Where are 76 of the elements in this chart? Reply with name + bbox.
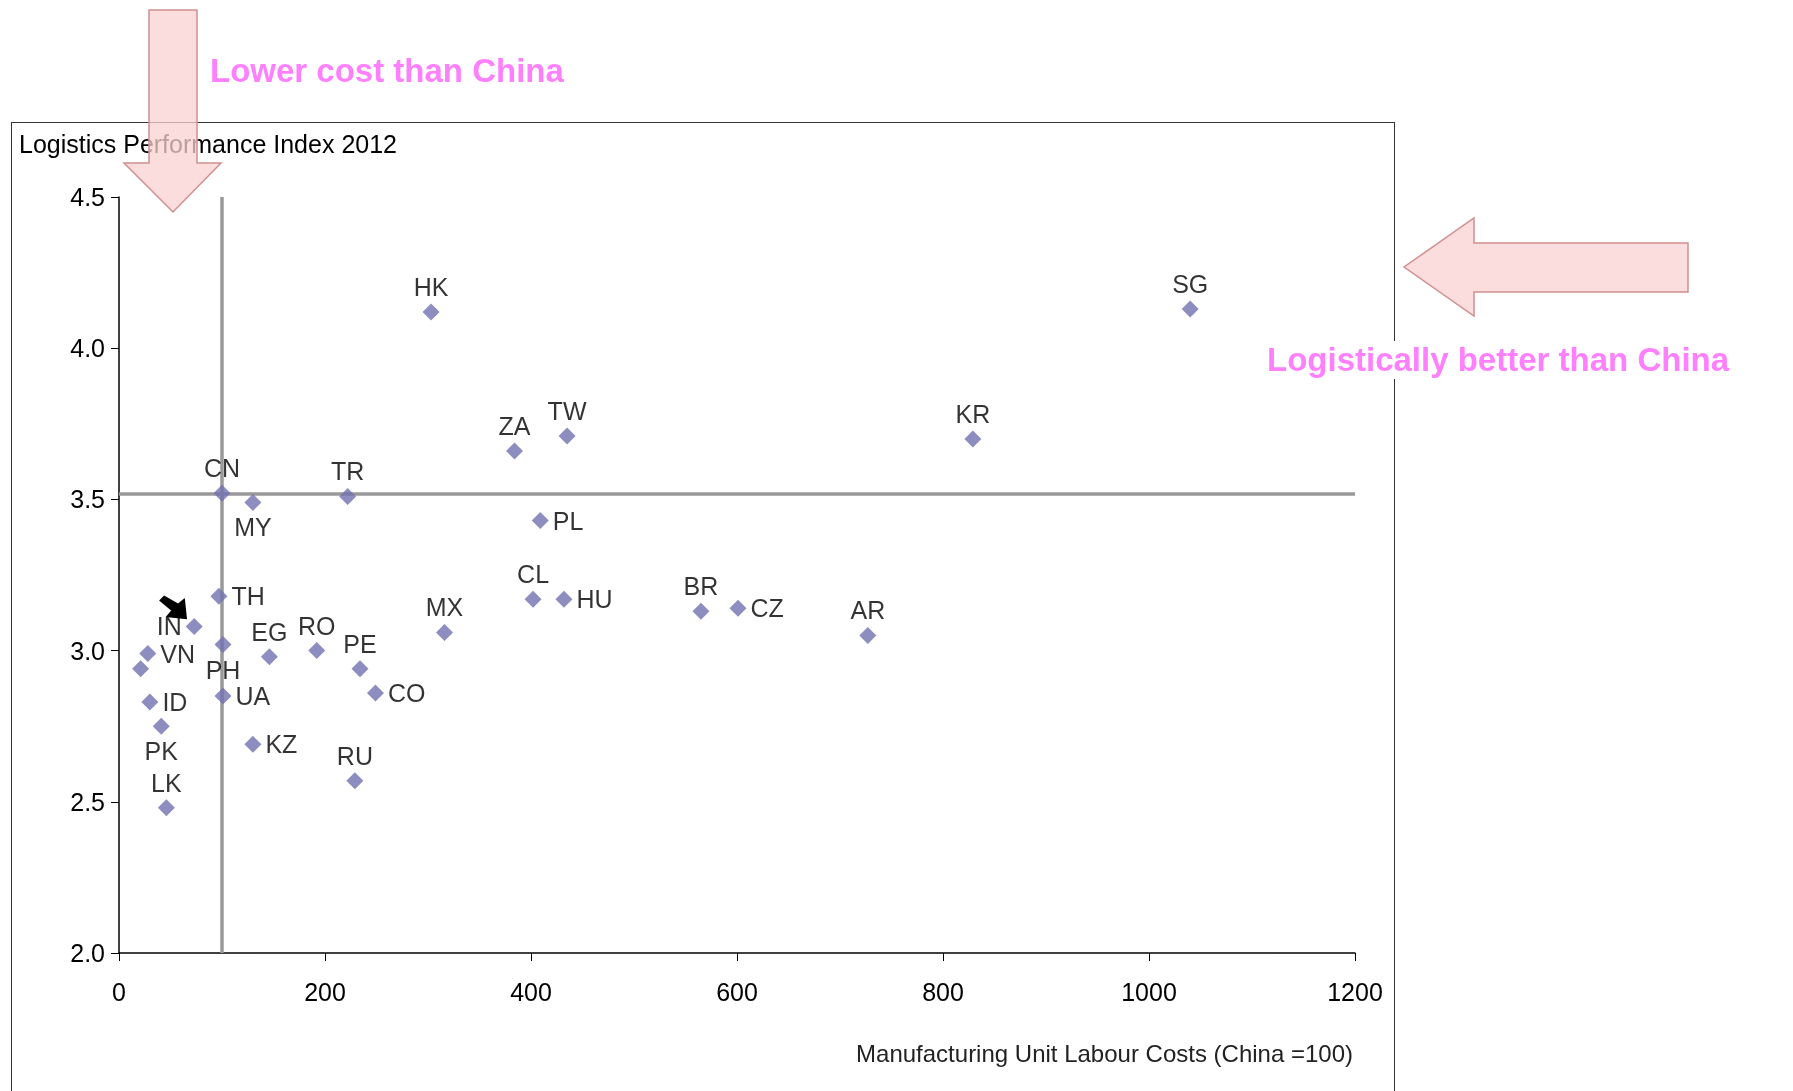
y-axis-title: Logistics Performance Index 2012 xyxy=(19,130,397,159)
point xyxy=(214,636,232,654)
annotation: BR xyxy=(683,572,719,601)
point xyxy=(244,493,262,511)
x-tick-label: 1000 xyxy=(1121,977,1177,1006)
x-tick-label: 400 xyxy=(510,977,552,1006)
annotation: TW xyxy=(547,396,587,425)
annotation: RO xyxy=(298,611,336,640)
annotation: KZ xyxy=(265,730,298,759)
point xyxy=(422,303,440,321)
annotation: RU xyxy=(336,741,373,770)
annotation: ID xyxy=(162,688,188,717)
annotation: CO xyxy=(387,678,426,707)
annotation: UA xyxy=(235,681,271,710)
point xyxy=(210,587,228,605)
point xyxy=(351,660,369,678)
annotation: PL xyxy=(552,506,584,535)
annotation: IN xyxy=(156,612,182,641)
text: Lower cost than China xyxy=(210,52,564,90)
point xyxy=(339,487,357,505)
annotation: HK xyxy=(413,272,449,301)
point xyxy=(558,427,576,445)
point xyxy=(244,735,262,753)
x-tick-label: 600 xyxy=(716,977,758,1006)
annotation: MX xyxy=(425,593,464,622)
x-tick-label: 1200 xyxy=(1327,977,1383,1006)
annotation: VN xyxy=(160,639,196,668)
y-tick-label: 2.5 xyxy=(70,787,105,816)
point xyxy=(506,442,524,460)
annotation: LK xyxy=(151,768,182,797)
annotation: Logistically better than China xyxy=(1267,341,1730,379)
point xyxy=(157,799,175,817)
point xyxy=(1181,300,1199,318)
point xyxy=(141,693,159,711)
annotation: ZA xyxy=(498,412,531,441)
annotation: CN xyxy=(203,454,241,483)
y-tick-label: 2.0 xyxy=(70,939,105,967)
point xyxy=(435,623,453,641)
point xyxy=(260,648,278,666)
point xyxy=(213,484,231,502)
x-tick-label: 800 xyxy=(922,977,964,1006)
point xyxy=(555,590,573,608)
annotation: SG xyxy=(1172,269,1209,298)
point xyxy=(531,512,549,530)
annotation: MY xyxy=(234,513,272,542)
point xyxy=(524,590,542,608)
x-tick-label: 0 xyxy=(112,977,126,1006)
annotation: PK xyxy=(144,737,179,766)
annotation: AR xyxy=(850,596,886,625)
point xyxy=(152,717,170,735)
x-axis-title: Manufacturing Unit Labour Costs (China =100) xyxy=(856,1040,1353,1068)
y-tick-label: 3.0 xyxy=(70,636,105,665)
annotation: EG xyxy=(251,617,288,646)
point xyxy=(185,617,203,635)
annotation: PH xyxy=(205,655,241,684)
annotation: KR xyxy=(955,399,991,428)
y-tick-label: 3.5 xyxy=(70,485,105,514)
y-tick-label: 4.0 xyxy=(70,334,105,363)
point xyxy=(366,684,384,702)
point xyxy=(308,642,326,660)
point xyxy=(214,687,232,705)
point xyxy=(132,660,150,678)
annotation: TR xyxy=(331,457,365,486)
y-tick-label: 4.5 xyxy=(70,183,105,211)
point xyxy=(964,430,982,448)
point xyxy=(139,645,157,663)
annotation: TH xyxy=(231,582,265,611)
annotation: PE xyxy=(343,629,377,658)
annotation: CZ xyxy=(750,594,784,623)
point xyxy=(692,602,710,620)
point xyxy=(346,772,364,790)
point xyxy=(859,626,877,644)
annotation: CL xyxy=(517,560,550,589)
x-tick-label: 200 xyxy=(304,977,346,1006)
point xyxy=(729,599,747,617)
annotation: HU xyxy=(576,585,613,614)
